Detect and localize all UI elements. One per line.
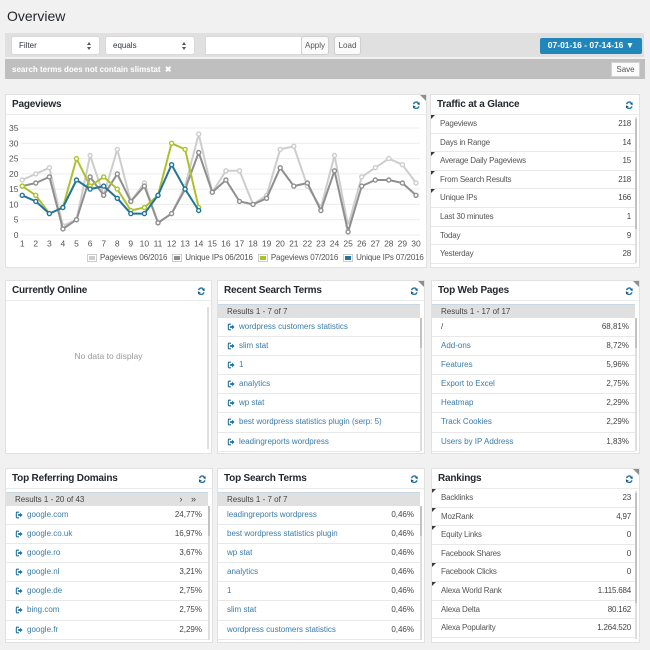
svg-text:29: 29	[398, 239, 408, 249]
svg-text:13: 13	[180, 239, 190, 249]
svg-text:17: 17	[235, 239, 245, 249]
svg-text:1: 1	[20, 239, 25, 249]
svg-text:9: 9	[128, 239, 133, 249]
svg-text:16: 16	[221, 239, 231, 249]
svg-text:5: 5	[14, 215, 19, 225]
svg-text:24: 24	[330, 239, 340, 249]
svg-text:0: 0	[14, 230, 19, 240]
svg-text:14: 14	[194, 239, 204, 249]
svg-text:10: 10	[9, 199, 19, 209]
svg-text:18: 18	[248, 239, 258, 249]
svg-text:25: 25	[343, 239, 353, 249]
svg-text:21: 21	[289, 239, 299, 249]
svg-text:23: 23	[316, 239, 326, 249]
svg-text:30: 30	[9, 138, 19, 148]
svg-text:7: 7	[101, 239, 106, 249]
svg-text:35: 35	[9, 123, 19, 133]
svg-text:28: 28	[384, 239, 394, 249]
svg-text:6: 6	[88, 239, 93, 249]
svg-text:15: 15	[208, 239, 218, 249]
svg-text:25: 25	[9, 154, 19, 164]
svg-text:19: 19	[262, 239, 272, 249]
svg-text:11: 11	[154, 239, 163, 249]
svg-text:12: 12	[167, 239, 177, 249]
svg-text:22: 22	[303, 239, 313, 249]
svg-text:4: 4	[61, 239, 66, 249]
svg-text:30: 30	[411, 239, 421, 249]
svg-text:20: 20	[275, 239, 285, 249]
svg-text:20: 20	[9, 169, 19, 179]
svg-text:2: 2	[33, 239, 38, 249]
svg-text:15: 15	[9, 184, 19, 194]
svg-text:8: 8	[115, 239, 120, 249]
svg-text:10: 10	[140, 239, 150, 249]
svg-text:3: 3	[47, 239, 52, 249]
svg-text:26: 26	[357, 239, 367, 249]
svg-text:5: 5	[74, 239, 79, 249]
svg-text:27: 27	[371, 239, 381, 249]
